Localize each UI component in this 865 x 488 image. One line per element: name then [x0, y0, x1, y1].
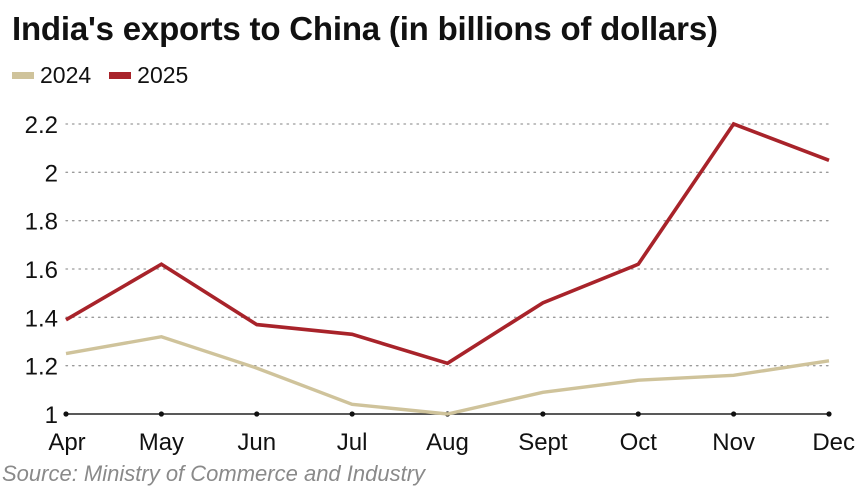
x-tick-label-jul: Jul — [337, 429, 368, 456]
x-tick-may — [158, 411, 164, 417]
y-tick-label-1.8: 1.8 — [25, 209, 58, 236]
y-tick-label-2.2: 2.2 — [25, 112, 58, 139]
chart-title: India's exports to China (in billions of… — [12, 10, 718, 47]
series-line-2024 — [65, 334, 830, 416]
x-tick-nov — [731, 411, 737, 417]
x-tick-sept — [540, 411, 546, 417]
legend-label-2024: 2024 — [40, 62, 92, 88]
x-tick-label-apr: Apr — [48, 429, 85, 456]
x-tick-label-sept: Sept — [518, 429, 568, 456]
legend: 2024 2025 — [12, 62, 206, 89]
source-note: Source: Ministry of Commerce and Industr… — [2, 461, 426, 486]
x-tick-label-oct: Oct — [620, 429, 658, 456]
x-tick-label-nov: Nov — [712, 429, 755, 456]
x-tick-jul — [349, 411, 355, 417]
y-tick-label-1: 1 — [45, 402, 58, 429]
y-tick-label-1.6: 1.6 — [25, 257, 58, 284]
y-tick-label-1.2: 1.2 — [25, 354, 58, 381]
x-tick-jun — [254, 411, 260, 417]
x-tick-label-aug: Aug — [426, 429, 469, 456]
x-tick-oct — [635, 411, 641, 417]
x-tick-apr — [63, 411, 69, 417]
x-tick-label-may: May — [139, 429, 184, 456]
legend-swatch-2024 — [12, 72, 34, 79]
y-tick-label-1.4: 1.4 — [25, 305, 58, 332]
x-tick-label-dec: Dec — [812, 429, 855, 456]
legend-swatch-2025 — [109, 72, 132, 79]
series-line-2025 — [65, 121, 830, 366]
legend-item-2024: 2024 — [12, 62, 91, 89]
y-tick-label-2: 2 — [45, 160, 58, 187]
legend-item-2025: 2025 — [109, 62, 188, 89]
x-tick-label-jun: Jun — [237, 429, 276, 456]
legend-label-2025: 2025 — [137, 62, 189, 88]
x-tick-dec — [826, 411, 832, 417]
